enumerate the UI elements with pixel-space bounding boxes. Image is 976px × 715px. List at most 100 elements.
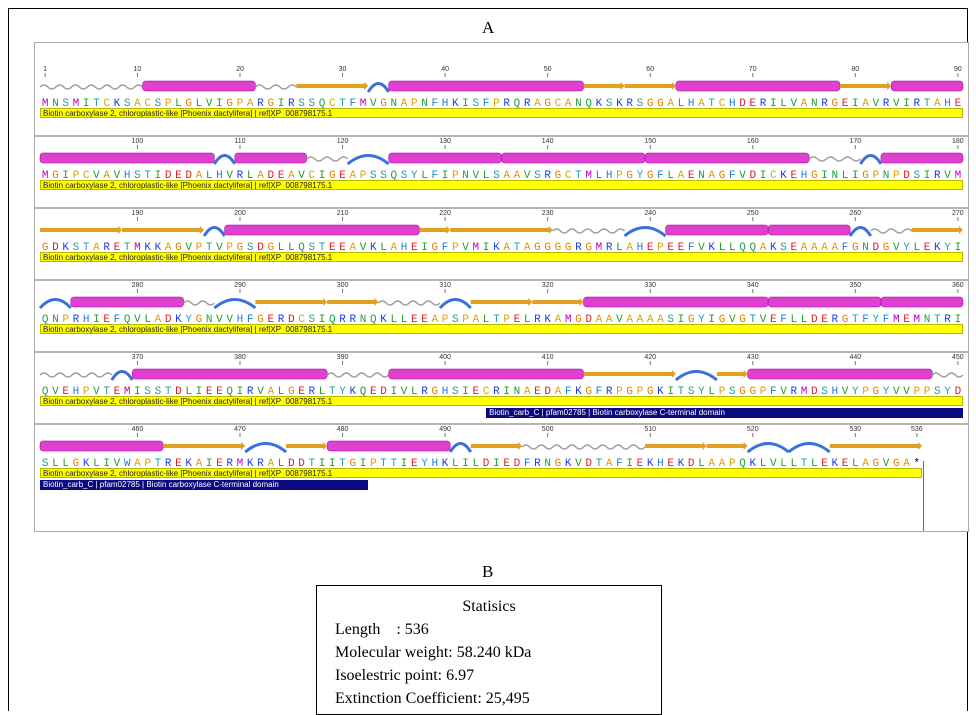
turn-arc bbox=[674, 370, 718, 382]
stat-extinction-coefficient: Extinction Coefficient: 25,495 bbox=[335, 690, 530, 707]
feature-annotation-bar[interactable]: Biotin carboxylase 2, chloroplastic-like… bbox=[40, 108, 963, 118]
feature-annotation-bar[interactable]: Biotin carboxylase 2, chloroplastic-like… bbox=[40, 180, 963, 190]
ruler-tick-label: 320 bbox=[542, 282, 554, 289]
helix-cylinder bbox=[767, 224, 851, 236]
ruler-tick-label: 350 bbox=[849, 282, 861, 289]
secondary-structure-track bbox=[39, 80, 964, 93]
strand-arrow bbox=[296, 82, 369, 90]
feature-annotation-bar[interactable]: Biotin carboxylase 2, chloroplastic-like… bbox=[40, 324, 963, 334]
strand-arrow bbox=[255, 298, 328, 306]
ruler-tick-label: 20 bbox=[236, 66, 244, 73]
helix-cylinder bbox=[890, 80, 964, 92]
ruler-tick-label: 390 bbox=[337, 354, 349, 361]
ruler-tick-label: 470 bbox=[234, 426, 246, 433]
feature-annotation-bar[interactable]: Biotin carboxylase 2, chloroplastic-like… bbox=[40, 396, 963, 406]
helix-cylinder bbox=[388, 368, 584, 380]
turn-arc bbox=[787, 442, 831, 454]
strand-arrow bbox=[122, 226, 205, 234]
turn-arc bbox=[848, 226, 872, 237]
ruler-tick-label: 180 bbox=[952, 138, 964, 145]
helix-cylinder bbox=[388, 80, 584, 92]
ruler-tick-label: 140 bbox=[542, 138, 554, 145]
domain-annotation-bar[interactable]: Biotin_carb_C | pfam02785 | Biotin carbo… bbox=[486, 408, 963, 418]
ruler-tick-label: 510 bbox=[644, 426, 656, 433]
helix-cylinder bbox=[39, 152, 215, 164]
ruler-tick-label: 40 bbox=[441, 66, 449, 73]
helix-cylinder bbox=[224, 224, 420, 236]
ruler-tick-label: 160 bbox=[747, 138, 759, 145]
strand-arrow bbox=[450, 226, 553, 234]
coil-line bbox=[377, 300, 441, 306]
coil-line bbox=[306, 156, 349, 162]
ruler-tick-label: 100 bbox=[132, 138, 144, 145]
stat-isoelectric-point: Isoelestric point: 6.97 bbox=[335, 667, 475, 684]
turn-arc bbox=[110, 370, 134, 381]
ruler-tick-label: 340 bbox=[747, 282, 759, 289]
ruler-tick-label: 130 bbox=[439, 138, 451, 145]
panel-a-label: A bbox=[482, 18, 495, 37]
strand-arrow bbox=[470, 442, 523, 450]
domain-annotation-bar[interactable]: Biotin_carb_C | pfam02785 | Biotin carbo… bbox=[40, 480, 369, 490]
row-separator bbox=[35, 423, 968, 425]
helix-cylinder bbox=[39, 440, 164, 452]
helix-cylinder bbox=[767, 296, 882, 308]
coil-line bbox=[39, 372, 113, 378]
ruler-tick-label: 210 bbox=[337, 210, 349, 217]
position-ruler: 100 110 120 130 140 150 160 170 180 bbox=[132, 138, 964, 149]
ruler-tick-label: 440 bbox=[849, 354, 861, 361]
strand-arrow bbox=[716, 370, 748, 378]
turn-arc bbox=[746, 442, 790, 454]
strand-arrow bbox=[419, 226, 451, 234]
position-ruler: 460 470 480 490 500 510 520 530 536 bbox=[132, 426, 923, 437]
coil-line bbox=[870, 228, 913, 234]
helix-cylinder bbox=[501, 152, 646, 164]
feature-annotation-bar[interactable]: Biotin carboxylase 2, chloroplastic-like… bbox=[40, 252, 963, 262]
helix-cylinder bbox=[132, 368, 328, 380]
ruler-tick-label: 430 bbox=[747, 354, 759, 361]
turn-arc bbox=[623, 226, 667, 238]
row-separator bbox=[35, 351, 968, 353]
ruler-tick-label: 80 bbox=[851, 66, 859, 73]
stat-length: Length : 536 bbox=[335, 621, 429, 638]
turn-arc bbox=[213, 154, 237, 165]
helix-cylinder bbox=[880, 152, 964, 164]
helix-cylinder bbox=[644, 152, 810, 164]
ruler-tick-label: 500 bbox=[542, 426, 554, 433]
strand-arrow bbox=[829, 442, 922, 450]
turn-arc bbox=[244, 442, 288, 454]
ruler-tick-label: 536 bbox=[911, 426, 923, 433]
strand-arrow bbox=[40, 226, 123, 234]
position-ruler: 280 290 300 310 320 330 340 350 360 bbox=[132, 282, 964, 293]
row-separator bbox=[35, 279, 968, 281]
ruler-tick-label: 200 bbox=[234, 210, 246, 217]
helix-cylinder bbox=[583, 296, 769, 308]
ruler-tick-label: 50 bbox=[544, 66, 552, 73]
ruler-tick-label: 410 bbox=[542, 354, 554, 361]
panel-b-label: B bbox=[482, 562, 494, 581]
coil-line bbox=[808, 156, 861, 162]
coil-line bbox=[521, 444, 585, 450]
statistics-box: Statisics Length : 536 Molecular weight:… bbox=[316, 585, 662, 715]
feature-annotation-bar[interactable]: Biotin carboxylase 2, chloroplastic-like… bbox=[40, 468, 922, 478]
secondary-structure-track bbox=[39, 440, 922, 454]
helix-cylinder bbox=[665, 224, 769, 236]
ruler-tick-label: 30 bbox=[339, 66, 347, 73]
ruler-tick-label: 240 bbox=[644, 210, 656, 217]
turn-arc bbox=[38, 298, 72, 310]
ruler-tick-label: 120 bbox=[337, 138, 349, 145]
sequence-viewer[interactable]: 1 10 20 30 40 50 60 70 80 90 M N S M I T C K S A C S P L G L V I G P A… bbox=[34, 42, 969, 532]
ruler-tick-label: 370 bbox=[132, 354, 144, 361]
secondary-structure-track bbox=[40, 224, 963, 238]
strand-arrow bbox=[645, 442, 707, 450]
coil-line bbox=[39, 84, 144, 90]
ruler-tick-label: 400 bbox=[439, 354, 451, 361]
